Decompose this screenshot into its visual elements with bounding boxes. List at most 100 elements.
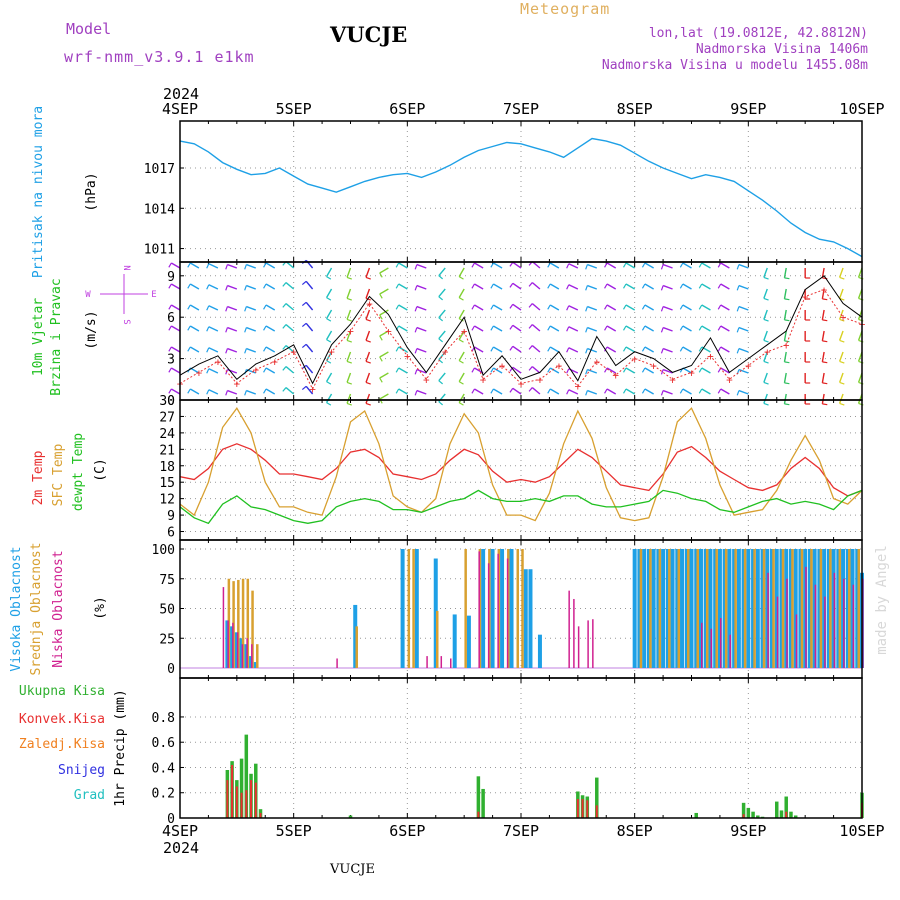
cloud-high-bar bbox=[826, 549, 831, 668]
wind-barb-flag bbox=[641, 325, 646, 331]
wind-speed-marker: + bbox=[688, 366, 695, 379]
temp-2m-line bbox=[179, 443, 863, 497]
wind-barb bbox=[379, 330, 389, 337]
cloud-high-bar bbox=[253, 662, 258, 668]
cloud-low-bar bbox=[246, 638, 248, 668]
wind-barb-flag bbox=[438, 296, 444, 301]
panel-0-grid bbox=[207, 121, 835, 262]
wind-barb-flag bbox=[206, 368, 210, 374]
cloud-high-bar bbox=[841, 549, 846, 668]
wind-barb bbox=[821, 309, 825, 320]
cloud-high-bar bbox=[788, 549, 793, 668]
wind-barb bbox=[512, 387, 522, 395]
wind-barb-flag bbox=[622, 283, 627, 289]
wind-barb bbox=[325, 330, 333, 341]
cloud-mid-bar bbox=[687, 549, 690, 668]
wind-barb-flag bbox=[822, 403, 828, 406]
cloud-low-bar bbox=[701, 622, 703, 668]
top-day-label: 8SEP bbox=[617, 100, 653, 118]
wind-speed-marker: + bbox=[556, 360, 563, 373]
wind-barb bbox=[644, 304, 654, 311]
wind-barb bbox=[738, 305, 749, 311]
cloud-high-bar bbox=[651, 549, 656, 668]
wind-barb bbox=[305, 280, 314, 290]
wind-barb-flag bbox=[698, 325, 703, 331]
wind-barb bbox=[285, 303, 295, 311]
wind-speed-marker: + bbox=[404, 350, 411, 363]
wind-barb-flag bbox=[346, 381, 352, 385]
wind-barb-flag bbox=[622, 304, 627, 310]
wind-speed-marker: + bbox=[328, 346, 335, 359]
wind-barb bbox=[531, 366, 541, 374]
wind-barb-flag bbox=[438, 401, 444, 406]
cloud-high-bar bbox=[452, 614, 457, 668]
wind-barb-flag bbox=[414, 285, 418, 291]
precip-conv-bar bbox=[742, 814, 745, 818]
wind-barb-flag bbox=[326, 402, 332, 406]
wind-barb-flag bbox=[379, 272, 383, 278]
wind-barb bbox=[438, 372, 446, 382]
cloud-high-bar bbox=[234, 632, 239, 668]
wind-barb bbox=[379, 372, 389, 379]
cloud-high-bar bbox=[466, 615, 471, 668]
wind-barb bbox=[606, 283, 617, 290]
wind-barb bbox=[246, 305, 257, 311]
station-elevation: Nadmorska Visina 1406m bbox=[695, 42, 868, 57]
cloud-low-bar bbox=[729, 634, 731, 668]
wind-barb bbox=[644, 262, 654, 269]
wind-barb bbox=[549, 388, 560, 395]
wind-barb-flag bbox=[784, 277, 790, 280]
wind-barb-flag bbox=[438, 338, 444, 343]
wind-barb-flag bbox=[225, 306, 229, 312]
cloud-high-bar bbox=[831, 549, 836, 668]
cloud-high-bar bbox=[727, 549, 732, 668]
wind-barb-flag bbox=[282, 282, 287, 287]
cloud-low-bar bbox=[795, 614, 798, 668]
wind-barb bbox=[458, 330, 465, 341]
wind-barb-flag bbox=[698, 346, 703, 352]
wind-barb bbox=[644, 346, 654, 353]
wind-title-1: 10m Vjetar bbox=[31, 298, 46, 376]
wind-barb bbox=[549, 325, 560, 332]
compass-e: E bbox=[151, 290, 156, 300]
wind-barb bbox=[438, 309, 446, 319]
wind-barb bbox=[568, 326, 579, 332]
wind-barb-flag bbox=[263, 325, 267, 331]
cloud-high-bar bbox=[661, 549, 666, 668]
wind-barb-flag bbox=[168, 283, 172, 289]
wind-barb bbox=[474, 388, 484, 395]
cloud-high-bar bbox=[770, 549, 775, 668]
cloud-low-bar bbox=[251, 644, 253, 668]
cloud-mid-bar bbox=[658, 549, 662, 668]
model-name: wrf-nmm_v3.9.1 e1km bbox=[64, 48, 255, 66]
wind-unit: (m/s) bbox=[84, 310, 99, 349]
wind-barbs bbox=[168, 259, 864, 406]
wind-barb-flag bbox=[458, 402, 464, 406]
wind-barb bbox=[365, 351, 371, 362]
wind-barb-flag bbox=[225, 348, 229, 354]
y-tick-label: 12 bbox=[159, 493, 175, 508]
wind-barb bbox=[189, 283, 200, 290]
precip-conv-bar bbox=[595, 805, 598, 818]
wind-barb-flag bbox=[622, 262, 627, 268]
wind-barb-flag bbox=[490, 388, 494, 394]
cloud-high-bar bbox=[812, 549, 817, 668]
wind-barb bbox=[568, 389, 579, 395]
wind-barb bbox=[379, 288, 389, 295]
wind-barb bbox=[738, 347, 749, 353]
wind-barb bbox=[325, 309, 333, 320]
precip-total-bar bbox=[775, 801, 779, 818]
cloud-high-bars bbox=[225, 549, 864, 668]
wind-barb-flag bbox=[301, 280, 307, 286]
precip-total-bars bbox=[225, 734, 864, 818]
cloud-mid-bar bbox=[436, 610, 439, 668]
wind-barb bbox=[568, 347, 579, 353]
y-tick-label: 0 bbox=[167, 662, 175, 677]
wind-barb bbox=[493, 346, 503, 353]
wind-barb-flag bbox=[244, 306, 247, 312]
wind-barb-flag bbox=[438, 380, 444, 385]
y-tick-label: 100 bbox=[152, 543, 175, 558]
wind-barb-flag bbox=[736, 285, 740, 291]
wind-speed-marker: + bbox=[575, 380, 582, 393]
y-tick-label: 50 bbox=[159, 603, 175, 618]
